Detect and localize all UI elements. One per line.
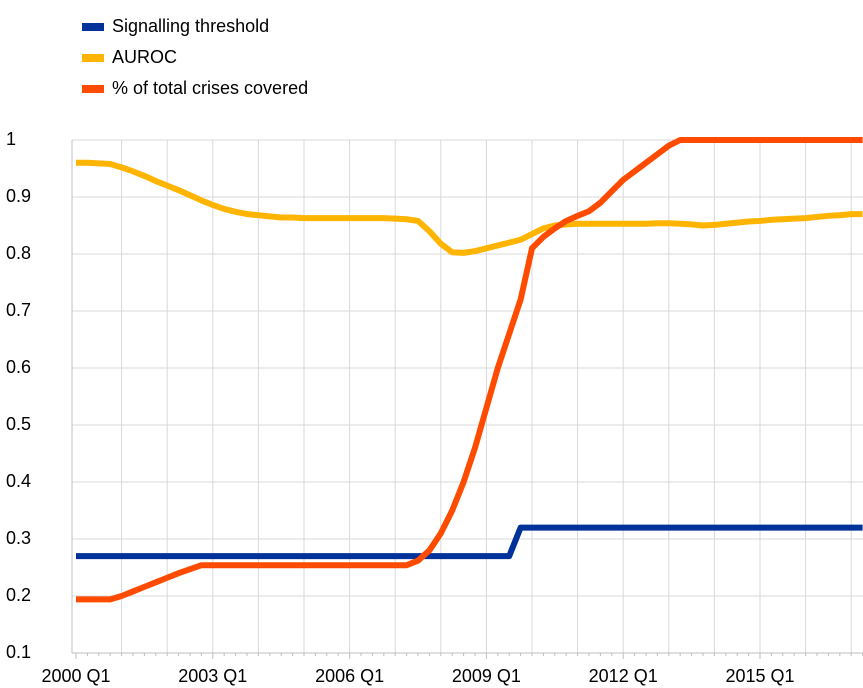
legend-label: AUROC <box>112 47 177 67</box>
legend-swatch <box>82 85 104 93</box>
y-tick-label: 0.5 <box>6 414 31 434</box>
x-tick-label: 2006 Q1 <box>315 666 384 686</box>
y-tick-label: 1 <box>6 129 16 149</box>
legend-swatch <box>82 54 104 62</box>
legend-label: Signalling threshold <box>112 16 269 36</box>
series-line <box>76 159 863 256</box>
y-tick-label: 0.9 <box>6 186 31 206</box>
legend-label: % of total crises covered <box>112 78 308 98</box>
x-tick-label: 2015 Q1 <box>725 666 794 686</box>
y-tick-label: 0.3 <box>6 528 31 548</box>
y-tick-label: 0.6 <box>6 357 31 377</box>
y-tick-label: 0.7 <box>6 300 31 320</box>
series-line <box>76 524 863 560</box>
y-tick-label: 0.2 <box>6 585 31 605</box>
legend-swatch <box>82 23 104 31</box>
y-tick-label: 0.4 <box>6 471 31 491</box>
x-tick-label: 2000 Q1 <box>41 666 110 686</box>
series-line <box>76 137 863 603</box>
x-tick-label: 2012 Q1 <box>589 666 658 686</box>
y-tick-label: 0.1 <box>6 642 31 662</box>
y-tick-label: 0.8 <box>6 243 31 263</box>
x-tick-label: 2003 Q1 <box>178 666 247 686</box>
x-tick-label: 2009 Q1 <box>452 666 521 686</box>
